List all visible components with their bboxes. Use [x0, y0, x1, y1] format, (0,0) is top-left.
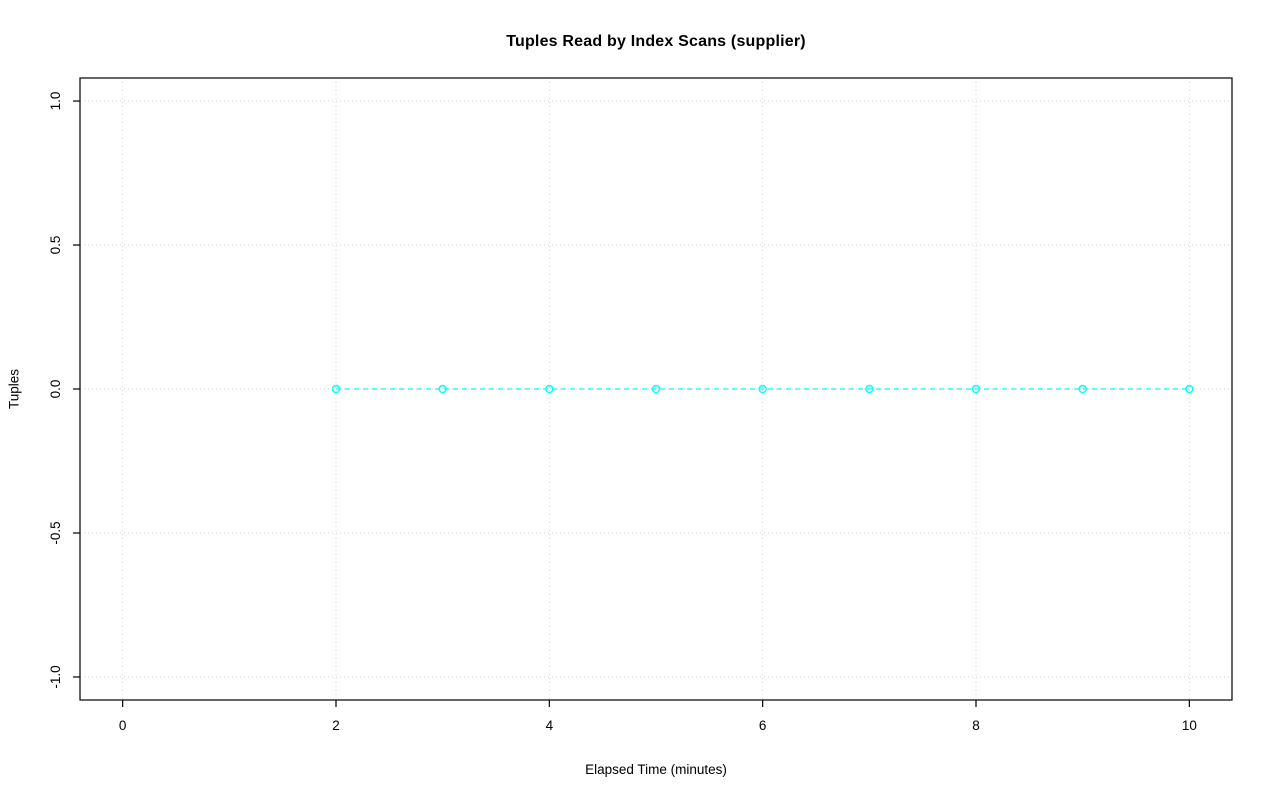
data-point-marker: [971, 384, 981, 394]
x-tick-label: 0: [119, 718, 127, 733]
data-point-marker: [651, 384, 661, 394]
y-axis-label: Tuples: [6, 368, 22, 410]
data-point-marker: [331, 384, 341, 394]
data-point-marker: [758, 384, 767, 394]
y-tick-label: 0.5: [48, 236, 63, 255]
y-tick-label: 0.0: [48, 380, 63, 399]
y-tick-label: -0.5: [48, 521, 63, 544]
data-point-marker: [1078, 384, 1087, 394]
y-tick-label: 1.0: [48, 92, 63, 111]
x-tick-label: 2: [332, 718, 340, 733]
data-point-marker: [545, 384, 554, 394]
data-point-marker: [1185, 384, 1194, 394]
x-tick-label: 4: [546, 718, 554, 733]
x-tick-label: 10: [1182, 718, 1197, 733]
data-point-marker: [865, 384, 874, 394]
x-tick-label: 8: [972, 718, 980, 733]
x-tick-label: 6: [759, 718, 767, 733]
x-axis-label: Elapsed Time (minutes): [585, 762, 727, 777]
y-tick-label: -1.0: [48, 665, 63, 688]
data-point-marker: [438, 384, 447, 394]
chart-title: Tuples Read by Index Scans (supplier): [506, 33, 806, 50]
